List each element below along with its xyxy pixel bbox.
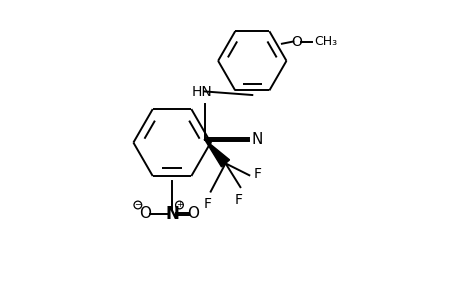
- Text: N: N: [165, 205, 179, 223]
- Text: CH₃: CH₃: [313, 35, 336, 48]
- Text: O: O: [291, 34, 302, 49]
- Text: F: F: [235, 193, 242, 206]
- Text: O: O: [186, 206, 198, 221]
- Text: F: F: [253, 167, 261, 182]
- Text: O: O: [139, 206, 151, 221]
- Text: F: F: [203, 197, 211, 211]
- Text: −: −: [134, 200, 141, 209]
- Text: +: +: [176, 200, 183, 209]
- Polygon shape: [204, 140, 229, 167]
- Text: HN: HN: [191, 85, 212, 99]
- Text: N: N: [251, 132, 262, 147]
